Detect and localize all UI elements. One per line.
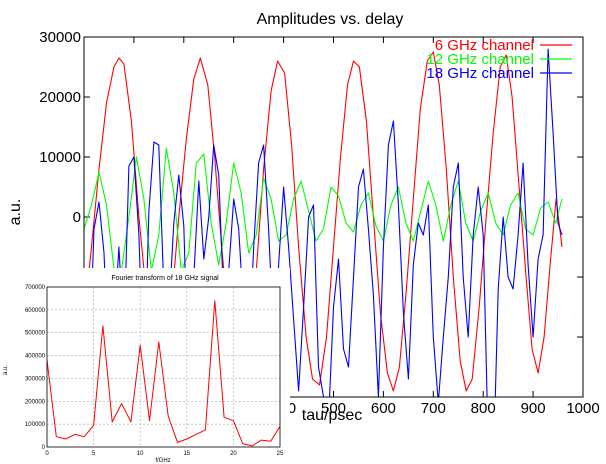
plot-frame [83,36,584,398]
y-tick-label: 20000 [39,89,81,106]
inset-x-tick-label: 10 [137,451,144,457]
inset-series-line-1 [47,300,280,447]
inset-plot-frame [46,286,281,448]
y-tick-label: 0 [73,209,81,226]
inset-y-tick-label: 300000 [25,376,46,382]
inset-y-tick-label: 500000 [25,331,46,337]
inset-title: Fourier transform of 18 GHz signal [111,275,219,282]
y-axis-label: a.u. [7,199,24,226]
inset-x-tick-label: 0 [45,451,49,457]
x-axis-label: tau/psec [302,407,362,424]
inset-y-tick-label: 400000 [25,354,46,360]
series-line-2 [84,147,563,272]
x-tick-label: 1000 [566,400,599,417]
inset-y-tick-label: 600000 [25,308,46,314]
inset-chart: Fourier transform of 18 GHz signal a.u. … [0,268,290,464]
y-tick-label: 30000 [39,29,81,46]
inset-x-axis-label: f/GHz [155,458,170,464]
inset-x-tick-label: 15 [183,451,190,457]
inset-background [0,268,290,464]
inset-y-tick-label: 0 [42,445,46,451]
legend-label: 12 GHz channel [426,51,534,68]
x-tick-label: 500 [321,400,346,417]
x-tick-label: 600 [371,400,396,417]
inset-x-tick-label: 5 [92,451,96,457]
legend-label: 18 GHz channel [426,65,534,82]
inset-axis-ticks: 0 5 10 15 20 25 0 100000 200000 300000 400000 50000… [25,285,284,457]
x-tick-label: 700 [421,400,446,417]
inset-y-tick-label: 700000 [25,285,46,291]
chart-title: Amplitudes vs. delay [257,11,404,28]
inset-x-tick-label: 20 [230,451,237,457]
inset-x-tick-label: 25 [277,451,284,457]
inset-series-layer [47,300,280,447]
inset-y-tick-label: 100000 [25,422,46,428]
x-tick-label: 800 [471,400,496,417]
inset-y-tick-label: 200000 [25,399,46,405]
y-tick-label: 10000 [39,149,81,166]
legend-label: 6 GHz channel [435,37,534,54]
x-tick-label: 900 [521,400,546,417]
inset-y-axis-label: a.u. [3,365,9,375]
